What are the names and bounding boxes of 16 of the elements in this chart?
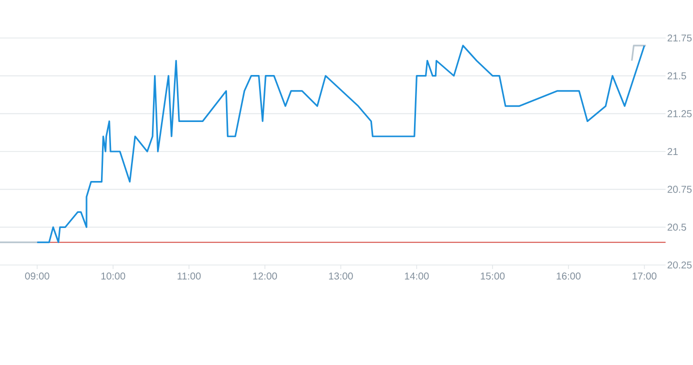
y-tick-label: 21.25 — [668, 110, 692, 118]
y-tick-label: 20.5 — [668, 224, 686, 231]
x-tick-label: 17:00 — [632, 272, 656, 280]
x-tick-label: 15:00 — [480, 272, 505, 280]
x-tick-label: 12:00 — [253, 272, 277, 280]
x-tick-label: 11:00 — [178, 272, 201, 280]
x-tick-label: 14:00 — [404, 272, 429, 280]
x-tick-label: 16:00 — [556, 272, 581, 280]
y-tick-label: 20.75 — [668, 186, 692, 193]
x-tick-label: 13:00 — [329, 272, 353, 280]
x-tick-label: 10:00 — [101, 272, 126, 280]
y-tick-label: 21 — [668, 148, 678, 155]
x-tick-label: 09:00 — [25, 272, 50, 280]
y-tick-label: 20.25 — [668, 261, 692, 269]
y-tick-label: 21.5 — [668, 72, 686, 80]
y-tick-label: 21.75 — [668, 34, 692, 42]
